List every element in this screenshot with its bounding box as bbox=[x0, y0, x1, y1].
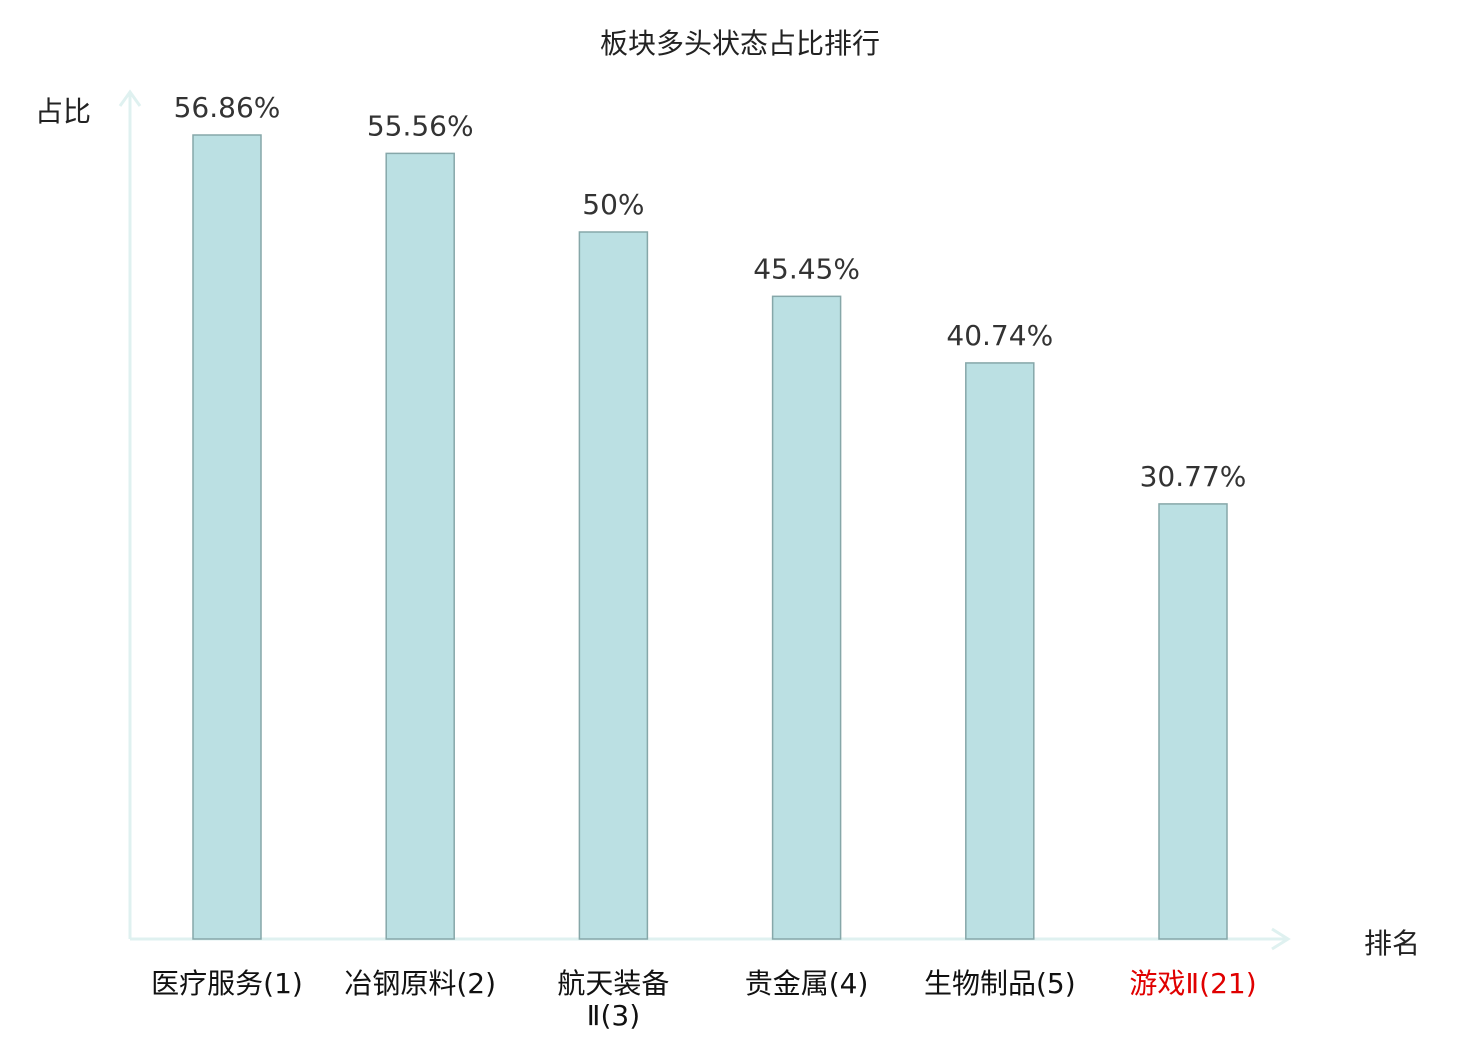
bar bbox=[965, 362, 1035, 940]
bar-value-label: 45.45% bbox=[753, 252, 860, 285]
x-tick-label: 贵金属(4) bbox=[745, 967, 869, 1000]
bar bbox=[771, 295, 842, 940]
x-axis bbox=[130, 927, 1291, 951]
bar-value-label: 56.86% bbox=[174, 91, 281, 124]
bar bbox=[578, 231, 649, 940]
y-axis-label: 占比 bbox=[35, 95, 91, 128]
bar-value-label: 55.56% bbox=[367, 109, 474, 142]
bar-value-label: 50% bbox=[582, 188, 644, 221]
bar bbox=[1158, 503, 1228, 940]
x-tick-label: Ⅱ(3) bbox=[587, 999, 640, 1032]
bar-value-label: 30.77% bbox=[1140, 460, 1247, 493]
x-tick-label: 医疗服务(1) bbox=[151, 967, 303, 1000]
x-axis-label: 排名 bbox=[1364, 927, 1420, 960]
y-axis bbox=[118, 89, 142, 939]
bar bbox=[192, 134, 262, 940]
x-tick-label: 游戏Ⅱ(21) bbox=[1129, 967, 1256, 1000]
x-tick-label: 冶钢原料(2) bbox=[344, 967, 496, 1000]
chart-title: 板块多头状态占比排行 bbox=[600, 27, 880, 60]
x-tick-label: 生物制品(5) bbox=[924, 967, 1076, 1000]
x-tick-label: 航天装备 bbox=[557, 967, 669, 1000]
bar-value-label: 40.74% bbox=[946, 319, 1053, 352]
bar bbox=[385, 152, 455, 940]
